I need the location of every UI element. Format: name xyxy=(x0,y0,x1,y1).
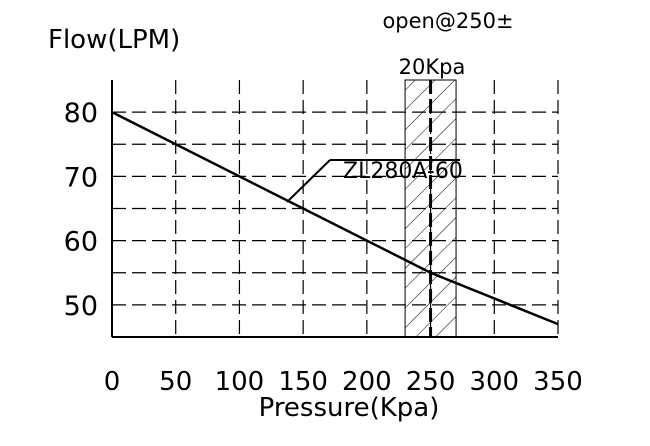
x-tick-label: 100 xyxy=(215,367,265,397)
tick-labels: 0 50 100 150 200 250 300 350 80 70 60 50 xyxy=(64,98,583,397)
y-tick-label: 80 xyxy=(64,98,98,129)
y-axis-label: Flow(LPM) xyxy=(48,25,180,55)
y-tick-label: 60 xyxy=(64,227,98,258)
x-axis-label: Pressure(Kpa) xyxy=(259,393,440,423)
x-tick-label: 200 xyxy=(342,367,392,397)
x-tick-label: 300 xyxy=(469,367,519,397)
grid-lines xyxy=(112,80,559,337)
y-tick-label: 50 xyxy=(64,291,98,322)
x-tick-label: 0 xyxy=(104,367,121,397)
x-tick-label: 50 xyxy=(159,367,192,397)
series-label: ZL280A-60 xyxy=(343,159,463,184)
y-tick-label: 70 xyxy=(64,162,98,193)
x-tick-label: 350 xyxy=(533,367,583,397)
series-callout-leader xyxy=(286,159,331,203)
axes xyxy=(111,80,558,338)
open-band-label-line1: open@250± xyxy=(382,9,513,33)
x-tick-label: 150 xyxy=(278,367,328,397)
open-band-label-line2: 20Kpa xyxy=(399,55,466,79)
series-layer xyxy=(111,111,559,326)
x-tick-label: 250 xyxy=(406,367,456,397)
series-line xyxy=(111,111,559,326)
